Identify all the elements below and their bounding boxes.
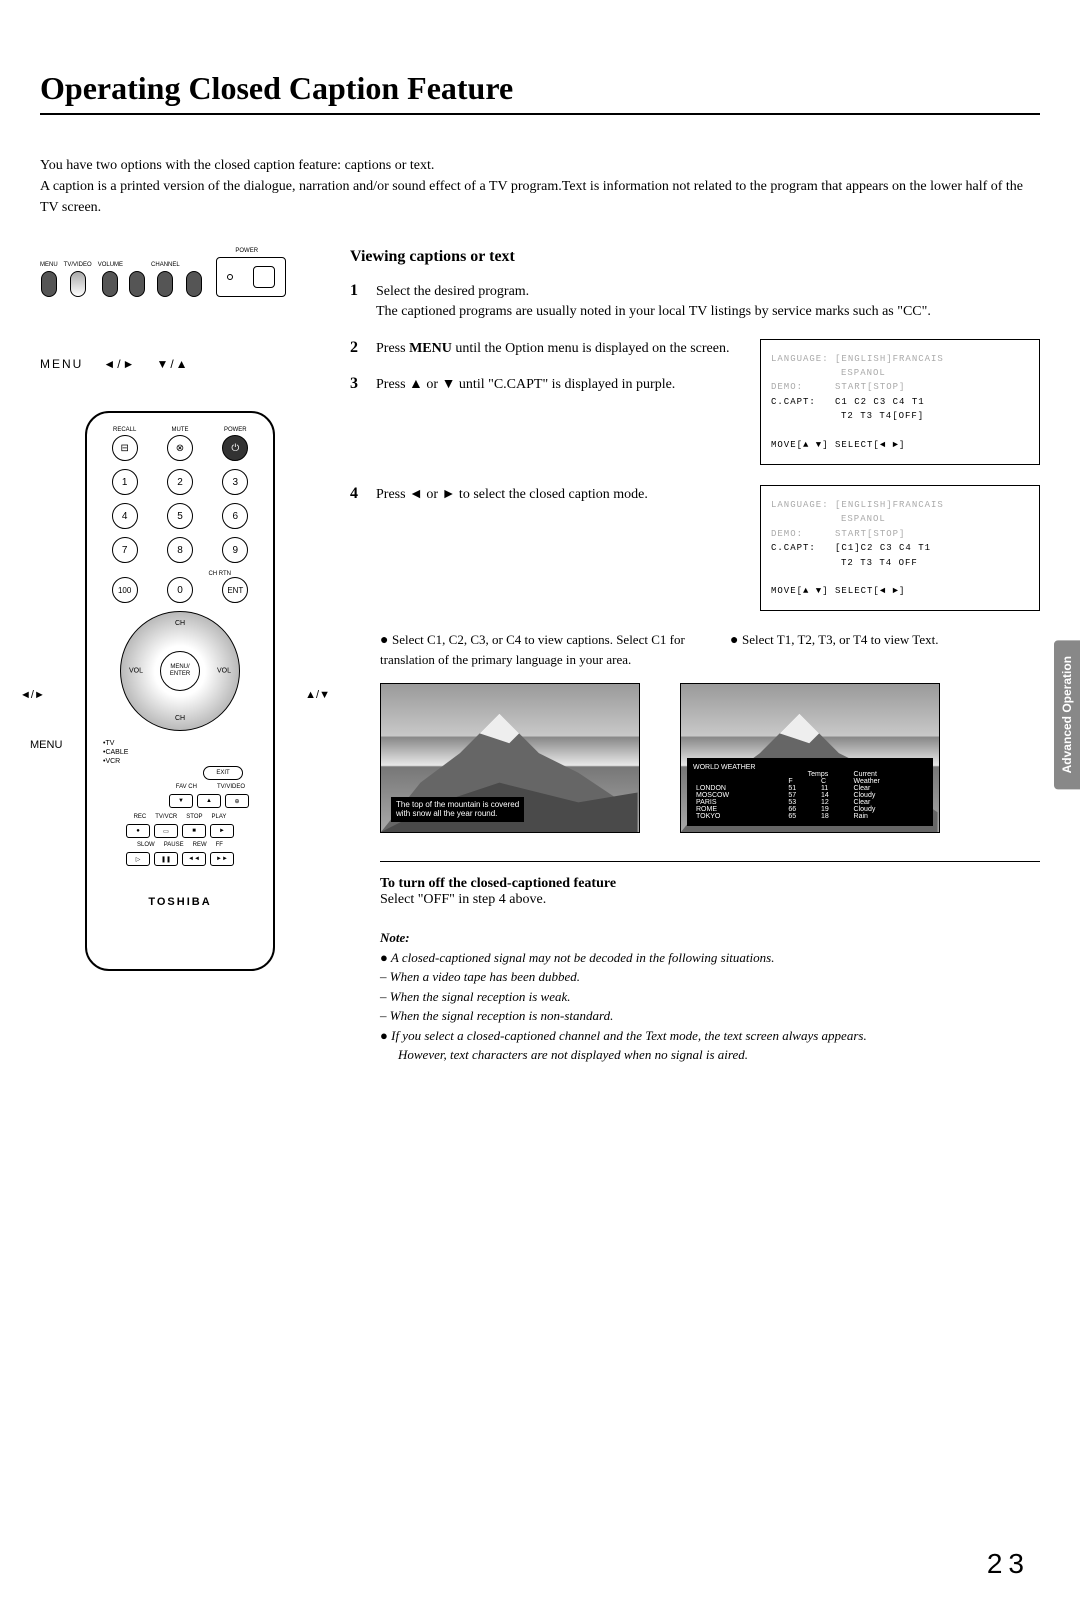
- remote-num-100[interactable]: 100: [112, 577, 138, 603]
- remote-mute-button[interactable]: ⊗: [167, 435, 193, 461]
- remote-recall-button[interactable]: ⊟: [112, 435, 138, 461]
- remote-brand: TOSHIBA: [97, 896, 263, 908]
- panel-power-label: POWER: [235, 248, 258, 254]
- step-1: 1 Select the desired program. The captio…: [350, 282, 1040, 323]
- side-tab: Advanced Operation: [1054, 640, 1080, 789]
- intro-line1: You have two options with the closed cap…: [40, 158, 434, 173]
- panel-btn-menu[interactable]: [41, 271, 57, 297]
- remote-control: RECALL⊟ MUTE⊗ POWER⏻ 123 456 789 CH RTN …: [85, 411, 275, 971]
- panel-btn-tvvideo[interactable]: [70, 271, 86, 297]
- page-number: 23: [987, 1548, 1030, 1580]
- remote-num-3[interactable]: 3: [222, 469, 248, 495]
- remote-power-button[interactable]: ⏻: [222, 435, 248, 461]
- bullet-text: ● Select T1, T2, T3, or T4 to view Text.: [730, 631, 1040, 669]
- remote-pause-button[interactable]: ❚❚: [154, 852, 178, 866]
- remote-side-lr: ◄/►: [20, 689, 45, 701]
- remote-num-9[interactable]: 9: [222, 537, 248, 563]
- panel-label-ud: ▼/▲: [156, 357, 189, 371]
- remote-num-4[interactable]: 4: [112, 503, 138, 529]
- panel-btn-channel-label: CHANNEL: [151, 262, 180, 268]
- remote-menu-enter-button[interactable]: MENU/ENTER: [160, 651, 200, 691]
- panel-btn-ch-up[interactable]: [186, 271, 202, 297]
- panel-power-box: [216, 257, 286, 297]
- osd-screen-1: LANGUAGE: [ENGLISH]FRANCAIS ESPANOL DEMO…: [760, 339, 1040, 465]
- panel-btn-volume-label: VOLUME: [98, 262, 123, 268]
- remote-ent-button[interactable]: ENT: [222, 577, 248, 603]
- remote-num-6[interactable]: 6: [222, 503, 248, 529]
- panel-label-lr: ◄/►: [103, 357, 136, 371]
- intro-paragraph: You have two options with the closed cap…: [40, 155, 1040, 218]
- step-2: 2 Press MENU until the Option menu is di…: [350, 339, 740, 359]
- step-4: 4 Press ◄ or ► to select the closed capt…: [350, 485, 740, 505]
- remote-num-7[interactable]: 7: [112, 537, 138, 563]
- intro-line2: A caption is a printed version of the di…: [40, 179, 1023, 215]
- panel-btn-vol-up[interactable]: [129, 271, 145, 297]
- remote-tvvcr-button[interactable]: ▭: [154, 824, 178, 838]
- osd-screen-2: LANGUAGE: [ENGLISH]FRANCAIS ESPANOL DEMO…: [760, 485, 1040, 611]
- remote-switch-list: •TV •CABLE •VCR: [103, 739, 263, 766]
- remote-rew-button[interactable]: ◄◄: [182, 852, 206, 866]
- remote-stop-button[interactable]: ■: [182, 824, 206, 838]
- remote-ff-button[interactable]: ►►: [210, 852, 234, 866]
- step-3: 3 Press ▲ or ▼ until "C.CAPT" is display…: [350, 375, 740, 395]
- panel-power-button[interactable]: [253, 266, 275, 288]
- turn-off-section: To turn off the closed-captioned feature…: [380, 876, 1040, 908]
- remote-num-2[interactable]: 2: [167, 469, 193, 495]
- remote-side-menu: MENU: [30, 739, 62, 751]
- bullet-captions: ● Select C1, C2, C3, or C4 to view capti…: [380, 631, 690, 669]
- remote-num-8[interactable]: 8: [167, 537, 193, 563]
- remote-tvvideo-button[interactable]: ⊕: [225, 794, 249, 808]
- page-title: Operating Closed Caption Feature: [40, 70, 1040, 115]
- remote-num-1[interactable]: 1: [112, 469, 138, 495]
- caption-text-overlay: The top of the mountain is coveredwith s…: [391, 797, 524, 822]
- remote-num-0[interactable]: 0: [167, 577, 193, 603]
- text-example-image: WORLD WEATHER TempsCurrent FCWeather LON…: [680, 683, 940, 833]
- remote-rec-button[interactable]: ●: [126, 824, 150, 838]
- remote-navpad[interactable]: MENU/ENTER CH CH VOL VOL: [120, 611, 240, 731]
- panel-btn-ch-down[interactable]: [157, 271, 173, 297]
- panel-label-menu: MENU: [40, 357, 83, 371]
- remote-play-button[interactable]: ►: [210, 824, 234, 838]
- remote-favch-up[interactable]: ▲: [197, 794, 221, 808]
- caption-example-image: The top of the mountain is coveredwith s…: [380, 683, 640, 833]
- remote-exit-button[interactable]: EXIT: [203, 766, 243, 780]
- tv-button-panel: MENU TV/VIDEO VOLUME CHANNEL POWER MENU …: [40, 248, 320, 371]
- remote-num-5[interactable]: 5: [167, 503, 193, 529]
- power-led: [227, 274, 233, 280]
- weather-text-overlay: WORLD WEATHER TempsCurrent FCWeather LON…: [687, 758, 933, 826]
- panel-btn-tvvideo-label: TV/VIDEO: [64, 262, 92, 268]
- panel-btn-vol-down[interactable]: [102, 271, 118, 297]
- remote-slow-button[interactable]: ▷: [126, 852, 150, 866]
- separator: [380, 861, 1040, 862]
- panel-btn-menu-label: MENU: [40, 262, 58, 268]
- section-heading: Viewing captions or text: [350, 248, 1040, 266]
- remote-favch-down[interactable]: ▼: [169, 794, 193, 808]
- note-section: Note: ● A closed-captioned signal may no…: [380, 928, 1040, 1065]
- remote-side-ud: ▲/▼: [305, 689, 330, 701]
